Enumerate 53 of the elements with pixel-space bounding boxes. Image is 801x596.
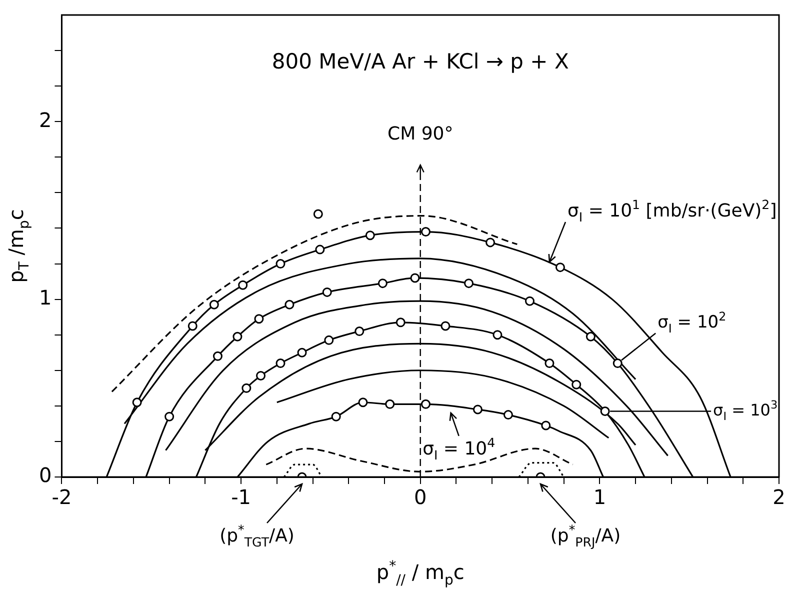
point [238, 280, 248, 290]
y-tick-label: 0 [38, 463, 52, 488]
point [232, 332, 242, 342]
x-tick-label: -1 [231, 485, 252, 510]
point [524, 296, 534, 306]
point [555, 262, 565, 272]
point [600, 406, 610, 416]
point [420, 399, 430, 409]
point [276, 358, 286, 368]
point [385, 399, 395, 409]
point [284, 300, 294, 310]
point [313, 209, 323, 219]
point [420, 227, 430, 237]
point [324, 335, 334, 345]
point [586, 332, 596, 342]
point [396, 318, 406, 328]
y-axis-title: pT /mpc [4, 209, 33, 283]
point [212, 351, 222, 361]
point [322, 287, 332, 297]
x-tick-label: -2 [52, 485, 72, 510]
point [358, 398, 368, 408]
point [164, 412, 174, 422]
y-tick-label: 1 [38, 286, 52, 310]
x-tick-label: 2 [772, 485, 786, 510]
point [572, 380, 582, 390]
point [541, 420, 551, 430]
point [132, 398, 142, 408]
x-tick-label: 1 [593, 485, 606, 510]
point [503, 410, 513, 420]
y-tick-label: 2 [38, 108, 52, 132]
point [472, 404, 482, 414]
point [188, 321, 198, 331]
text: 800 MeV/A Ar + KCl → p + X [272, 49, 569, 74]
point [242, 383, 252, 393]
point [464, 278, 474, 288]
point [256, 370, 266, 380]
point [297, 348, 307, 358]
point [378, 278, 388, 288]
point [410, 273, 420, 283]
point [354, 326, 364, 336]
point [544, 358, 554, 368]
point [365, 230, 375, 240]
point [492, 330, 502, 340]
point [331, 412, 341, 422]
point [440, 321, 450, 331]
point [209, 300, 219, 310]
ref-line-label: CM 90° [388, 124, 454, 145]
point [254, 314, 264, 324]
point [315, 244, 325, 254]
point [276, 259, 286, 269]
x-tick-label: 0 [414, 485, 427, 510]
point [612, 358, 622, 368]
point [486, 238, 496, 248]
